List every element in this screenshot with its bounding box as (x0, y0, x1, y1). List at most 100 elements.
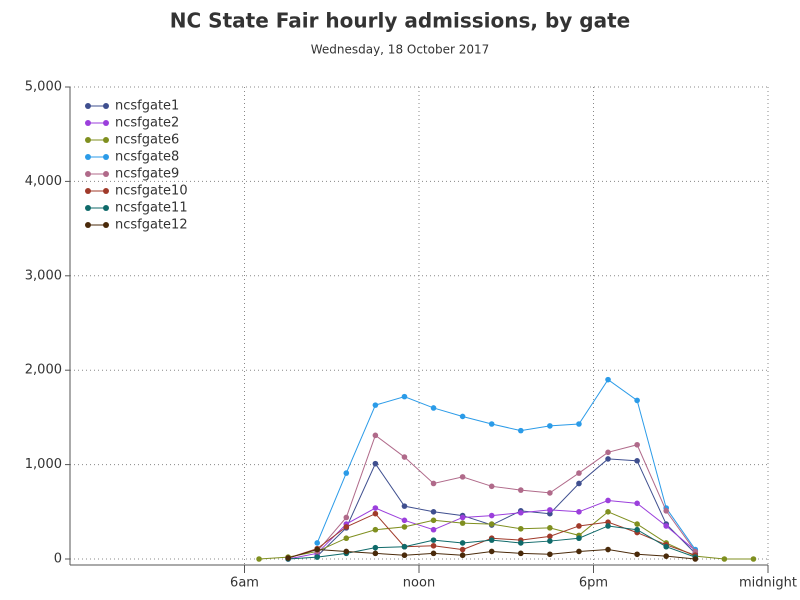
data-point (517, 427, 524, 434)
data-point (634, 441, 640, 448)
legend-label: ncsfgate12 (115, 218, 188, 233)
data-point (430, 542, 437, 549)
data-point (372, 550, 379, 557)
y-tick-label: 3,000 (25, 268, 62, 283)
data-point (547, 423, 553, 429)
data-point (634, 551, 640, 558)
data-point (634, 500, 640, 507)
y-tick-label: 1,000 (25, 457, 62, 472)
data-point (430, 405, 437, 411)
data-point (663, 553, 670, 559)
legend-marker (103, 171, 109, 177)
data-point (547, 551, 553, 558)
series-line (316, 434, 696, 552)
data-point (605, 509, 611, 515)
legend-marker (85, 222, 91, 228)
data-point (430, 509, 437, 515)
legend-marker (85, 171, 91, 177)
data-point (372, 432, 379, 439)
data-point (721, 556, 728, 562)
data-point (401, 543, 408, 550)
data-point (663, 508, 670, 514)
data-point (576, 548, 582, 555)
data-point (488, 483, 495, 490)
data-point (576, 421, 582, 427)
data-point (372, 544, 379, 551)
data-point (430, 480, 437, 487)
data-point (547, 525, 553, 531)
data-point (605, 497, 611, 504)
legend-marker (103, 205, 109, 211)
legend-marker (85, 120, 91, 126)
data-point (634, 526, 640, 533)
data-point (517, 550, 524, 557)
legend-marker (103, 137, 109, 143)
legend-label: ncsfgate10 (115, 184, 188, 199)
legend-marker (85, 188, 91, 194)
data-point (488, 512, 495, 519)
legend-marker (103, 154, 109, 160)
data-point (459, 552, 466, 559)
chart-subtitle: Wednesday, 18 October 2017 (311, 43, 490, 57)
x-tick-label: 6am (230, 576, 259, 591)
data-point (430, 537, 437, 543)
data-point (488, 521, 495, 527)
data-point (750, 556, 757, 562)
data-point (314, 546, 321, 553)
legend-marker (85, 137, 91, 143)
y-tick-label: 2,000 (25, 363, 62, 378)
data-point (488, 537, 495, 543)
data-point (401, 524, 408, 530)
x-tick-label: 6pm (579, 576, 608, 591)
data-point (517, 487, 524, 493)
data-point (576, 470, 582, 476)
data-point (576, 535, 582, 542)
legend-label: ncsfgate9 (115, 167, 179, 182)
data-point (372, 526, 379, 533)
data-point (314, 540, 321, 546)
legend-marker (85, 205, 91, 211)
data-point (343, 524, 350, 530)
data-point (430, 517, 437, 524)
data-point (459, 546, 466, 553)
data-point (605, 376, 611, 383)
data-point (459, 514, 466, 521)
data-point (401, 454, 408, 460)
data-point (547, 538, 553, 544)
series-line (316, 378, 696, 550)
data-point (285, 555, 291, 561)
x-tick-label: midnight (739, 576, 797, 591)
data-point (692, 556, 699, 562)
legend-marker (103, 188, 109, 194)
legend-marker (85, 154, 91, 160)
data-point (605, 523, 611, 529)
data-point (605, 546, 611, 553)
legend-label: ncsfgate6 (115, 133, 179, 148)
legend-label: ncsfgate11 (115, 201, 188, 216)
data-point (343, 548, 350, 555)
data-point (488, 421, 495, 427)
data-point (401, 393, 408, 400)
data-point (256, 556, 262, 562)
data-point (547, 533, 553, 540)
data-point (576, 523, 582, 529)
data-point (663, 523, 670, 529)
legend-marker (85, 103, 91, 109)
data-point (576, 480, 582, 487)
y-tick-label: 0 (54, 552, 62, 567)
data-point (430, 550, 437, 557)
data-point (459, 520, 466, 526)
data-point (517, 525, 524, 532)
data-point (401, 552, 408, 559)
data-point (459, 474, 466, 480)
data-point (517, 540, 524, 546)
y-tick-label: 5,000 (25, 80, 62, 95)
data-point (634, 397, 640, 404)
data-point (459, 413, 466, 420)
legend-marker (103, 103, 109, 109)
data-point (634, 458, 640, 464)
data-point (401, 517, 408, 524)
data-point (634, 521, 640, 527)
data-point (605, 456, 611, 462)
data-point (547, 507, 553, 513)
